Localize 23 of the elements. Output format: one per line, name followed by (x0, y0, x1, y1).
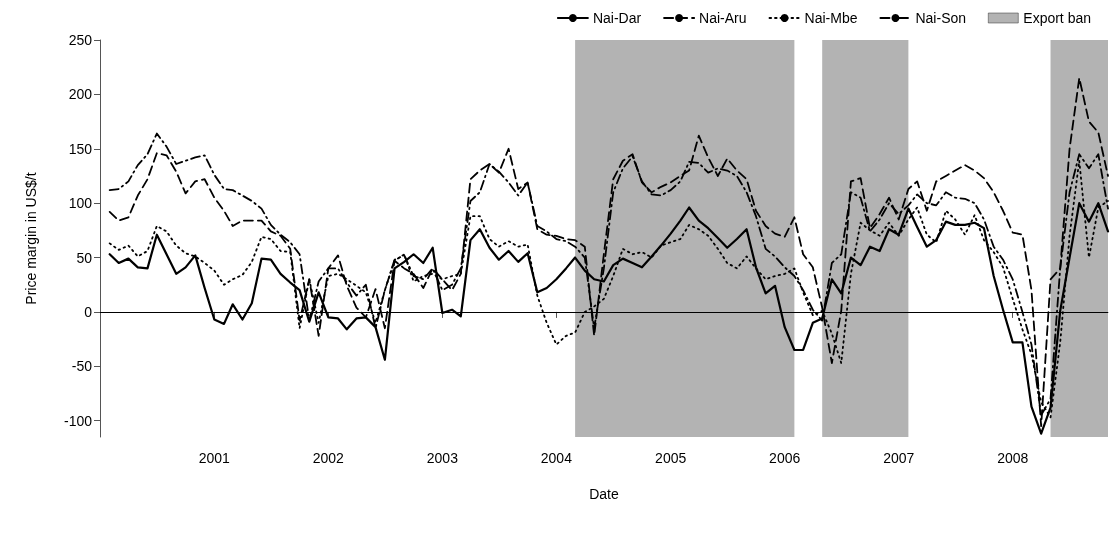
legend-label: Nai-Aru (699, 10, 747, 26)
y-axis-title: Price margin in US$/t (23, 172, 39, 305)
x-tick-label: 2005 (655, 450, 687, 466)
y-tick-label: 50 (76, 249, 93, 266)
y-tick-label: -50 (71, 358, 93, 375)
y-tick-label: -100 (63, 412, 93, 429)
y-tick-label: 0 (84, 303, 93, 320)
y-tick-label: 250 (68, 32, 93, 48)
legend-label: Nai-Son (915, 10, 967, 26)
legend-label: Nai-Mbe (804, 10, 858, 26)
y-tick-label: 200 (68, 86, 93, 103)
x-axis-title: Date (589, 486, 619, 502)
x-tick-label: 2003 (426, 450, 459, 466)
x-tick-label: 2006 (769, 450, 801, 466)
y-tick-label: 150 (68, 140, 93, 157)
y-tick-label: 100 (68, 195, 93, 212)
x-tick-label: 2008 (997, 450, 1029, 466)
x-tick-label: 2002 (312, 450, 345, 466)
x-tick-label: 2004 (540, 450, 573, 466)
legend-label: Nai-Dar (592, 10, 642, 26)
x-tick-label: 2007 (883, 450, 915, 466)
x-tick-label: 2001 (198, 450, 231, 466)
legend-label: Export ban (1023, 10, 1092, 26)
